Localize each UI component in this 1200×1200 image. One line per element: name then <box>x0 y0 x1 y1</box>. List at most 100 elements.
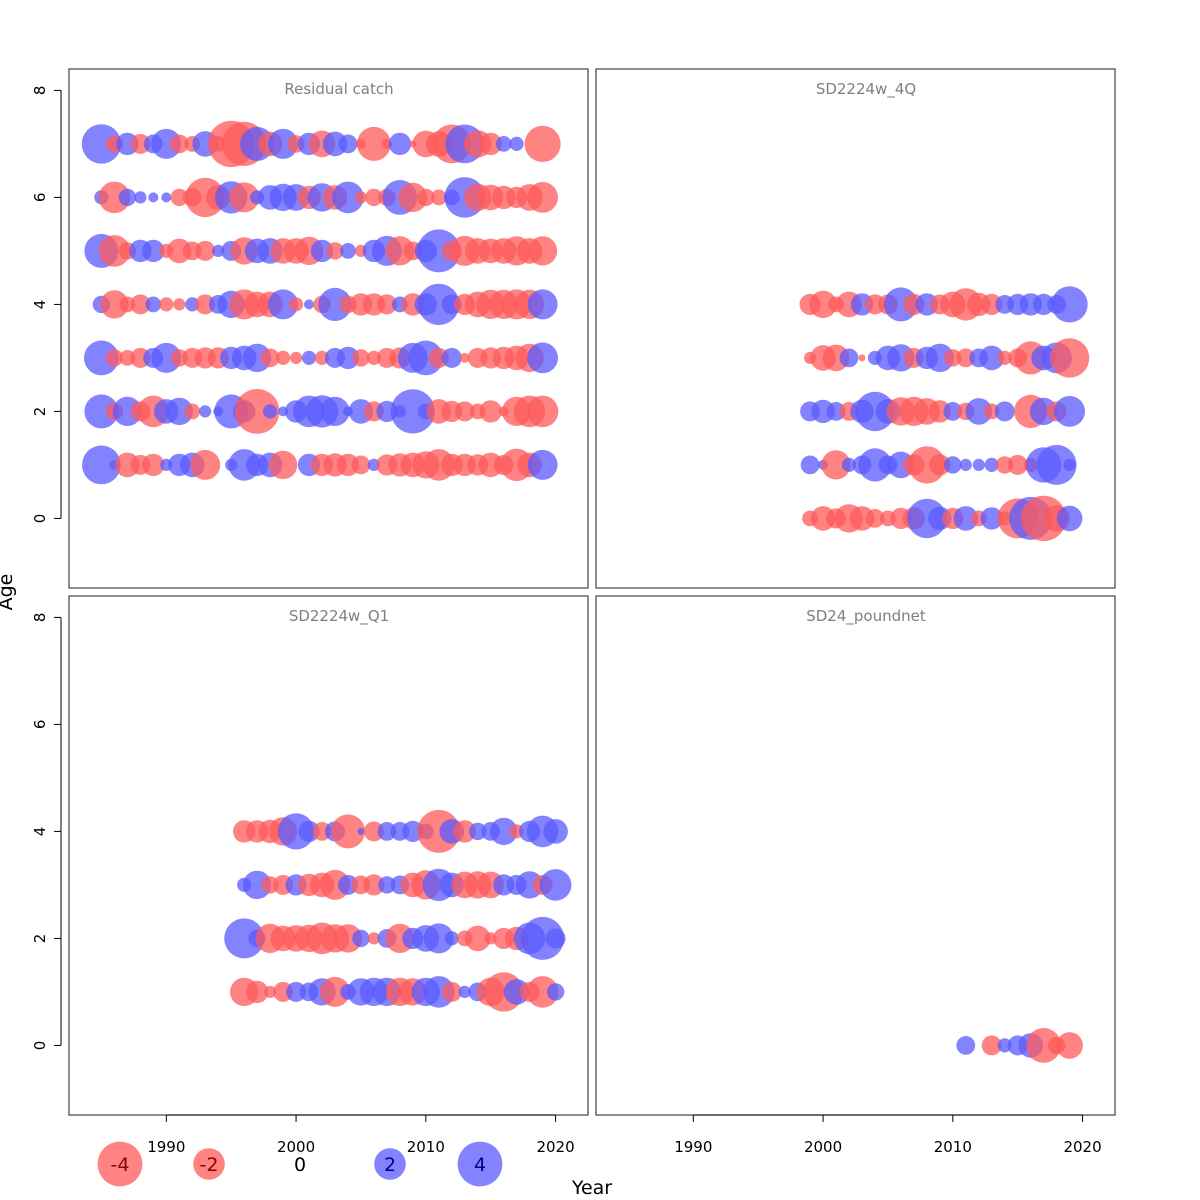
bubble-negative <box>290 351 303 364</box>
bubble-positive <box>800 455 820 475</box>
bubble-positive <box>1056 505 1083 532</box>
bubble-negative <box>184 403 201 420</box>
bubble-positive <box>268 289 299 320</box>
bubble-positive <box>199 405 212 418</box>
bubble-positive <box>84 394 119 429</box>
bubble-positive <box>527 289 558 320</box>
bubble-positive <box>310 239 334 263</box>
bubble-positive <box>338 134 358 154</box>
x-tick-label: 2010 <box>407 1138 445 1156</box>
bubble-negative <box>1026 1028 1061 1063</box>
bubble-negative <box>170 188 188 207</box>
legend-bubble <box>457 1141 503 1187</box>
bubble-positive <box>185 297 200 312</box>
x-axes: 1990 2000 2010 2020 1990 2000 2010 2020 <box>147 1114 1102 1156</box>
bubble-negative <box>929 454 951 476</box>
bubble-size-legend: -4 -2 0 2 4 <box>97 1141 503 1187</box>
bubble-positive <box>336 346 360 370</box>
bubble-positive <box>377 822 397 841</box>
bubble-negative <box>527 182 558 213</box>
bubble-positive <box>469 822 487 841</box>
bubble-negative <box>142 453 165 477</box>
bubble-negative <box>320 976 350 1007</box>
x-tick-label: 1990 <box>147 1138 185 1156</box>
panel-title-sd2224w-q1: SD2224w_Q1 <box>289 607 389 626</box>
x-axis-title: Year <box>571 1177 612 1199</box>
bubble-positive <box>1054 396 1085 427</box>
panel-frame-top-right <box>595 68 1116 589</box>
bubble-negative <box>821 450 851 480</box>
y-tick-label: 4 <box>31 827 49 837</box>
bubble-positive <box>527 342 558 374</box>
bubble-negative <box>289 297 304 312</box>
panel-bubbles <box>799 286 1090 542</box>
bubble-positive <box>979 345 1004 371</box>
bubble-negative <box>366 350 381 365</box>
bubble-positive <box>965 398 993 425</box>
bubble-positive <box>145 296 162 313</box>
bubble-negative <box>159 297 174 312</box>
bubble-negative <box>229 182 260 213</box>
bubble-positive <box>841 457 857 472</box>
bubble-negative <box>865 509 885 528</box>
bubble-positive <box>994 401 1015 422</box>
bubble-negative <box>169 134 189 154</box>
bubble-positive <box>959 458 972 471</box>
x-tick-label: 2000 <box>277 1138 315 1156</box>
bubble-positive <box>984 457 999 472</box>
bubble-negative <box>367 932 380 945</box>
bubble-positive <box>301 350 317 365</box>
bubble-positive <box>839 348 859 368</box>
bubble-positive <box>858 448 892 482</box>
bubble-negative <box>417 188 435 207</box>
bubble-positive <box>458 985 471 999</box>
bubble-negative <box>234 389 280 434</box>
bubble-positive <box>546 983 565 1001</box>
bubble-positive <box>134 191 147 204</box>
bubble-negative <box>430 189 447 206</box>
bubble-positive <box>997 1038 1012 1053</box>
bubble-negative <box>1049 338 1090 378</box>
bubble-positive <box>925 343 954 373</box>
bubble-negative <box>264 985 277 999</box>
bubble-positive <box>352 929 370 948</box>
bubble-negative <box>365 188 383 207</box>
y-tick-label: 6 <box>31 720 49 730</box>
bubble-positive <box>943 402 963 421</box>
bubble-positive <box>224 918 265 959</box>
bubble-positive <box>521 916 565 960</box>
bubble-negative <box>944 349 962 367</box>
panel-title-sd24-poundnet: SD24_poundnet <box>806 607 926 626</box>
bubble-positive <box>444 931 459 946</box>
legend-label: -2 <box>200 1154 219 1176</box>
legend-label: 2 <box>384 1154 396 1176</box>
bubble-negative <box>376 294 397 315</box>
bubble-positive <box>148 192 159 203</box>
bubble-positive <box>509 136 524 151</box>
bubble-positive <box>543 819 568 844</box>
bubble-negative <box>314 350 330 365</box>
bubble-negative <box>98 235 131 267</box>
bubble-negative <box>351 455 371 475</box>
bubble-negative <box>454 401 475 422</box>
y-tick-label: 2 <box>31 934 49 944</box>
bubble-positive <box>165 397 193 426</box>
bubble-positive <box>263 404 278 419</box>
x-tick-label: 2010 <box>934 1138 972 1156</box>
panel-frame-top-left <box>68 68 589 589</box>
bubble-positive <box>956 1036 976 1055</box>
panel-bubbles <box>81 120 561 485</box>
bubble-positive <box>304 299 314 310</box>
bubble-positive <box>161 192 172 203</box>
bubble-negative <box>173 298 186 311</box>
bubble-negative <box>260 348 280 368</box>
x-tick-label: 2020 <box>1063 1138 1101 1156</box>
x-tick-label: 2000 <box>804 1138 842 1156</box>
bubble-positive <box>142 239 165 263</box>
bubble-positive <box>84 340 119 376</box>
bubble-positive <box>242 870 272 900</box>
bubble-negative <box>524 125 561 162</box>
bubble-negative <box>363 821 384 842</box>
bubble-negative <box>190 449 221 480</box>
